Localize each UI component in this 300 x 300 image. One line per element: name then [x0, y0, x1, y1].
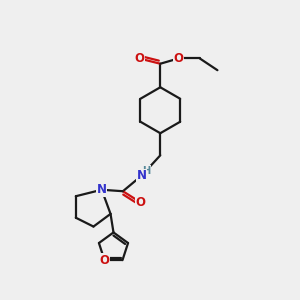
Text: N: N: [137, 169, 147, 182]
Text: H: H: [142, 166, 151, 176]
Text: O: O: [174, 52, 184, 65]
Text: O: O: [134, 52, 144, 65]
Text: O: O: [136, 196, 146, 209]
Text: O: O: [100, 254, 110, 267]
Text: N: N: [97, 183, 107, 196]
